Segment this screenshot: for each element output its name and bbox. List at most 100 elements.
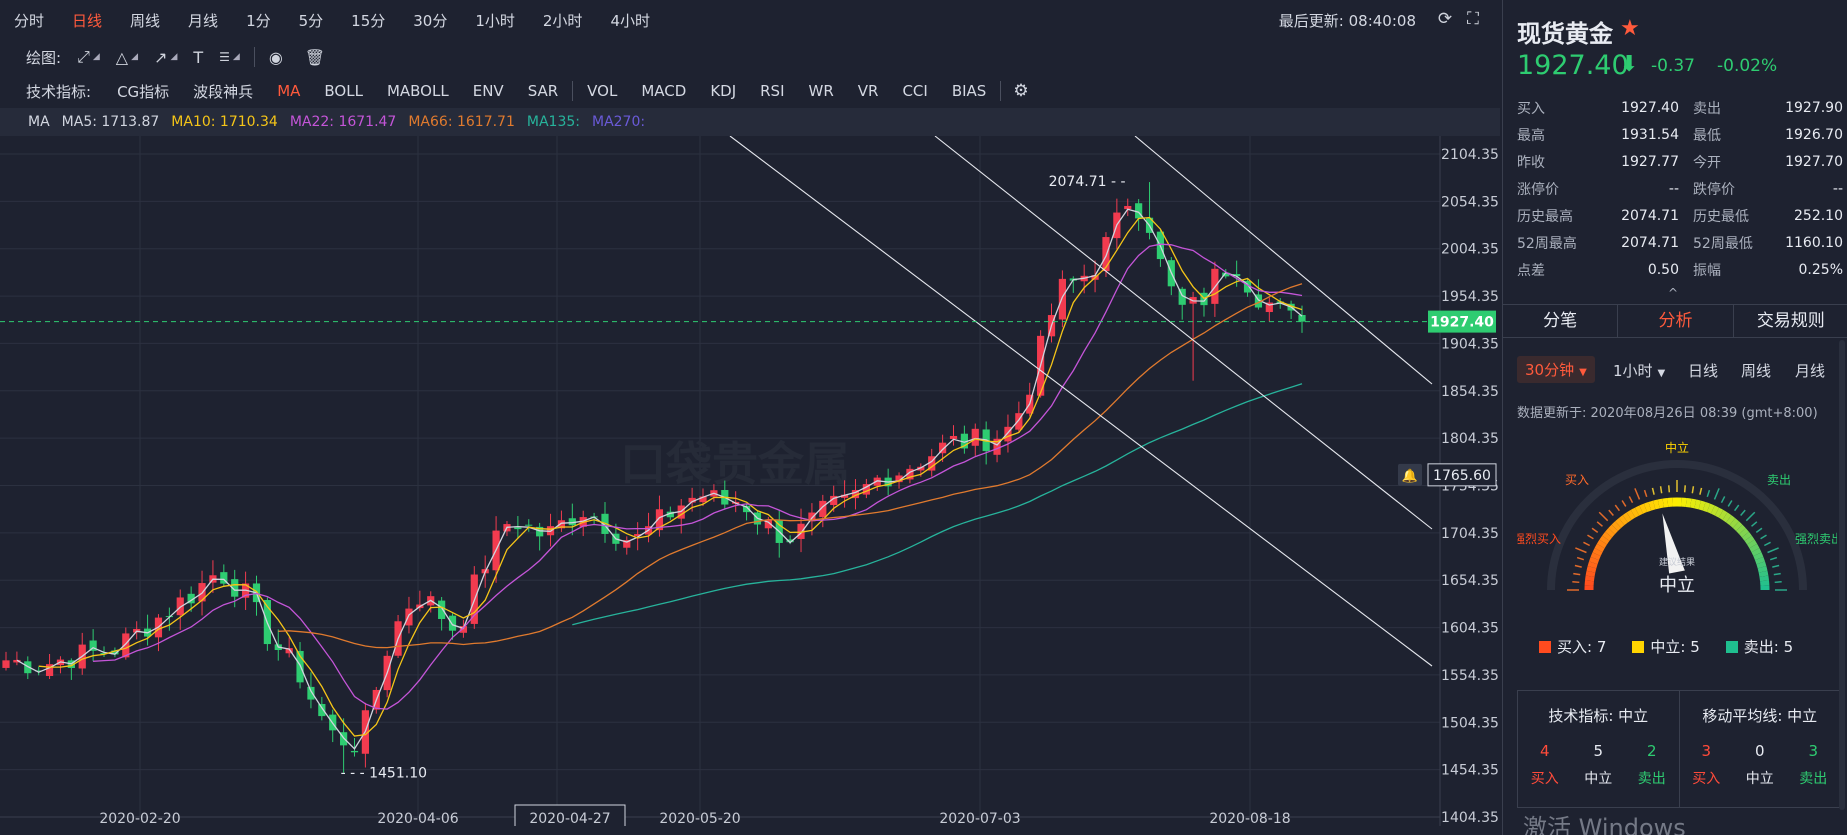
candle-body xyxy=(1058,278,1067,320)
candle-body xyxy=(993,438,1001,455)
indicator-tab[interactable]: KDJ xyxy=(710,82,737,100)
indicator-tab[interactable]: BIAS xyxy=(951,82,987,100)
interval-tab[interactable]: 2小时 xyxy=(542,11,583,30)
text-tool-icon[interactable]: T xyxy=(193,47,204,67)
indicator-tab[interactable]: MACD xyxy=(641,82,687,100)
indicator-tab[interactable]: WR xyxy=(808,82,834,100)
timeframe-option[interactable]: 月线 xyxy=(1795,360,1825,381)
panel-tab[interactable]: 分析 xyxy=(1618,305,1734,337)
candle-body xyxy=(1298,314,1306,322)
indicator-tab[interactable]: ENV xyxy=(472,82,504,100)
interval-tab[interactable]: 月线 xyxy=(188,11,219,30)
candle-body xyxy=(808,512,816,522)
candle xyxy=(1189,291,1197,381)
panel-tab[interactable]: 分笔 xyxy=(1503,305,1619,337)
candle xyxy=(470,566,478,629)
timeframe-option[interactable]: 周线 xyxy=(1741,360,1771,381)
gauge-label-top: 中立 xyxy=(1665,440,1689,455)
gauge-arc-segment xyxy=(1653,499,1660,510)
gauge-arc-segment xyxy=(1643,502,1652,513)
interval-tab[interactable]: 周线 xyxy=(130,11,161,30)
interval-tab[interactable]: 4小时 xyxy=(610,11,650,30)
indicator-tab[interactable]: MA xyxy=(277,82,301,100)
gauge-tick xyxy=(1683,485,1686,493)
interval-tab[interactable]: 日线 xyxy=(72,11,103,30)
gauge-arc-segment xyxy=(1592,548,1603,557)
candle-body xyxy=(862,484,870,495)
divider xyxy=(1000,81,1002,101)
candle xyxy=(438,597,446,631)
gauge-tick xyxy=(1598,511,1609,522)
collapse-caret-icon[interactable]: ^ xyxy=(1668,286,1679,300)
quote-value: -- xyxy=(1668,180,1679,197)
indicator-tab[interactable]: BOLL xyxy=(324,82,363,100)
arrow-tool-icon[interactable]: ↗ ◢ xyxy=(154,47,178,67)
indicator-tab[interactable]: VR xyxy=(857,82,879,100)
gauge-arc-segment xyxy=(1611,521,1622,531)
indicator-tab[interactable]: VOL xyxy=(587,82,618,100)
timeframe-option[interactable]: 30分钟 ▼ xyxy=(1517,356,1595,383)
y-tick-label: 1504.35 xyxy=(1441,715,1499,731)
indicator-tab[interactable]: CG指标 xyxy=(117,82,170,101)
interval-tab[interactable]: 30分 xyxy=(413,11,448,30)
ma-line xyxy=(16,208,1303,750)
interval-tab[interactable]: 1分 xyxy=(246,11,271,30)
interval-tab[interactable]: 5分 xyxy=(298,11,324,30)
candle-body xyxy=(89,640,97,651)
fib-tool-icon[interactable]: ☰ ◢ xyxy=(219,50,240,64)
indicator-tab[interactable]: CCI xyxy=(902,82,928,100)
candle xyxy=(982,421,990,465)
price-change: -0.37 xyxy=(1651,56,1695,76)
interval-tab[interactable]: 1小时 xyxy=(475,11,515,30)
favorite-star-icon[interactable]: ★ xyxy=(1620,16,1640,41)
gauge-tick xyxy=(1713,488,1720,500)
candle-body xyxy=(634,534,642,537)
fullscreen-icon[interactable]: ⛶ xyxy=(1467,9,1479,29)
scrollbar[interactable] xyxy=(1839,340,1845,810)
candle-body xyxy=(459,626,468,633)
gauge-tick xyxy=(1767,547,1779,554)
gauge-tick xyxy=(1727,500,1733,507)
quote-value: 1927.77 xyxy=(1621,153,1679,170)
timeframe-option[interactable]: 日线 xyxy=(1688,360,1718,381)
triangle-tool-icon[interactable]: △ ◢ xyxy=(115,47,139,67)
y-tick-label: 1704.35 xyxy=(1441,526,1499,542)
gauge-arc-segment xyxy=(1722,512,1732,523)
timeframe-option[interactable]: 1小时 ▼ xyxy=(1613,360,1665,381)
candle xyxy=(56,656,65,674)
candle-body xyxy=(1135,203,1143,219)
ma-value: MA135: xyxy=(526,114,580,130)
candle-body xyxy=(1243,280,1252,293)
gauge-arc-segment xyxy=(1753,552,1764,561)
candle-body xyxy=(971,428,979,446)
quote-value: 2074.71 xyxy=(1621,207,1679,224)
indicator-tab[interactable]: 波段神兵 xyxy=(193,82,254,101)
candle xyxy=(187,586,195,612)
panel-tab[interactable]: 交易规则 xyxy=(1756,311,1825,331)
candlestick-chart[interactable]: 口袋贵金属 2104.35 2054.35 2004.35 1954.35 1904.35… xyxy=(0,136,1500,826)
quote-value: -- xyxy=(1832,180,1843,197)
candle xyxy=(928,448,936,477)
candle xyxy=(220,564,228,587)
indicator-tab[interactable]: MABOLL xyxy=(386,82,449,100)
candle xyxy=(797,508,805,553)
gauge-arc-segment xyxy=(1605,528,1615,538)
line-tool-icon[interactable]: ⤢ ◢ xyxy=(77,47,100,66)
current-price-tag xyxy=(1428,310,1496,333)
gauge-tick xyxy=(1751,521,1758,527)
refresh-icon[interactable]: ⟳ xyxy=(1437,9,1453,29)
quote-row: 最高 1931.54 最低 1926.70 xyxy=(1517,121,1843,148)
candle xyxy=(557,510,566,532)
interval-tab[interactable]: 15分 xyxy=(351,11,386,30)
gear-icon[interactable]: ⚙ xyxy=(1013,81,1029,101)
timeframe-label: 1小时 xyxy=(1613,362,1653,380)
indicator-tab[interactable]: RSI xyxy=(760,82,785,100)
gauge-arc-segment xyxy=(1758,570,1769,577)
trash-icon[interactable]: 🗑 xyxy=(304,47,326,67)
candle xyxy=(1135,199,1143,231)
eye-icon[interactable]: ◉ xyxy=(268,47,283,67)
gauge-arc-segment xyxy=(1756,561,1767,569)
indicator-tab[interactable]: SAR xyxy=(527,82,559,100)
interval-tab[interactable]: 分时 xyxy=(14,11,45,30)
